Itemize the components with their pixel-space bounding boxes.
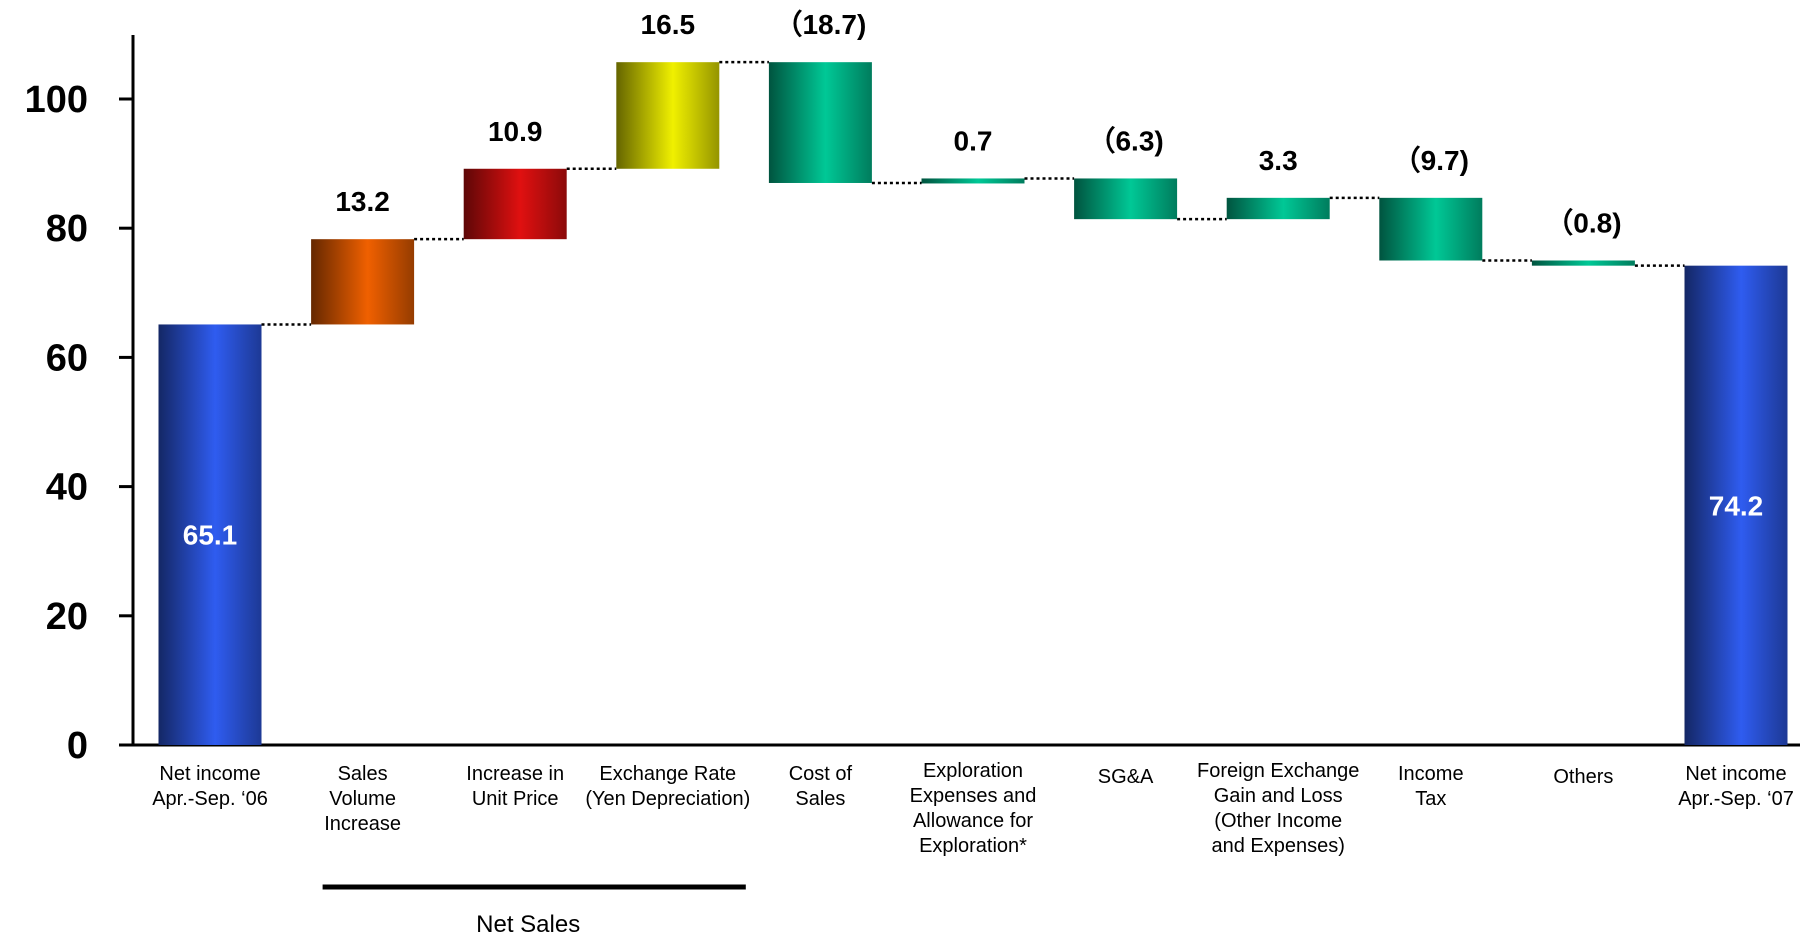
bar — [1531, 260, 1635, 266]
bar — [768, 62, 872, 183]
bar-value-label: （0.8) — [1545, 207, 1621, 239]
bar-value-label: 13.2 — [335, 186, 390, 217]
bar — [1379, 197, 1483, 261]
bar-value-label: （9.7) — [1393, 144, 1469, 176]
y-tick-label: 60 — [46, 337, 88, 379]
category-label: Income Tax — [1398, 763, 1464, 810]
bar — [158, 324, 262, 745]
category-label: Exchange Rate (Yen Depreciation) — [585, 763, 750, 810]
category-label: Exploration Expenses and Allowance for Expl… — [910, 760, 1037, 857]
bar-value-label: 16.5 — [641, 9, 696, 40]
group-label: Net Sales — [476, 911, 580, 934]
category-label: Net income Apr.-Sep. ‘06 — [152, 763, 268, 810]
category-label: SG&A — [1098, 766, 1154, 788]
bar — [311, 239, 415, 325]
bar-value-label: （6.3) — [1087, 124, 1163, 156]
category-label: Increase in Unit Price — [466, 763, 564, 810]
y-tick-label: 100 — [25, 79, 88, 121]
labels: 65.1 13.2 10.9 16.5 （18.7) 0.7 （6.3) 3.3 （9.7) （0… — [152, 8, 1794, 934]
bar-value-label: 3.3 — [1259, 145, 1298, 176]
bar — [921, 178, 1025, 184]
y-tick-label: 20 — [46, 596, 88, 638]
bar — [1226, 197, 1330, 220]
bar — [616, 62, 720, 169]
category-label: Others — [1553, 766, 1613, 788]
y-tick-label: 80 — [46, 208, 88, 250]
bar — [463, 168, 567, 240]
category-label: Sales Volume Increase — [324, 763, 401, 835]
bar-value-label: 0.7 — [954, 125, 993, 156]
y-tick-label: 0 — [67, 725, 88, 767]
bar — [1074, 178, 1178, 220]
bar-value-label: 74.2 — [1709, 490, 1764, 521]
bar — [1684, 265, 1788, 745]
bar-value-label: 10.9 — [488, 116, 543, 147]
category-label: Cost of Sales — [789, 763, 853, 810]
axes: 0 20 40 60 80 100 — [25, 35, 1800, 767]
bars — [158, 62, 1788, 745]
category-label: Foreign Exchange Gain and Loss (Other Inco… — [1197, 760, 1359, 857]
connector-lines — [261, 60, 1685, 326]
y-tick-label: 40 — [46, 467, 88, 509]
category-label: Net income Apr.-Sep. ‘07 — [1678, 763, 1794, 810]
bar-value-label: （18.7) — [774, 8, 866, 40]
bar-value-label: 65.1 — [183, 520, 238, 551]
